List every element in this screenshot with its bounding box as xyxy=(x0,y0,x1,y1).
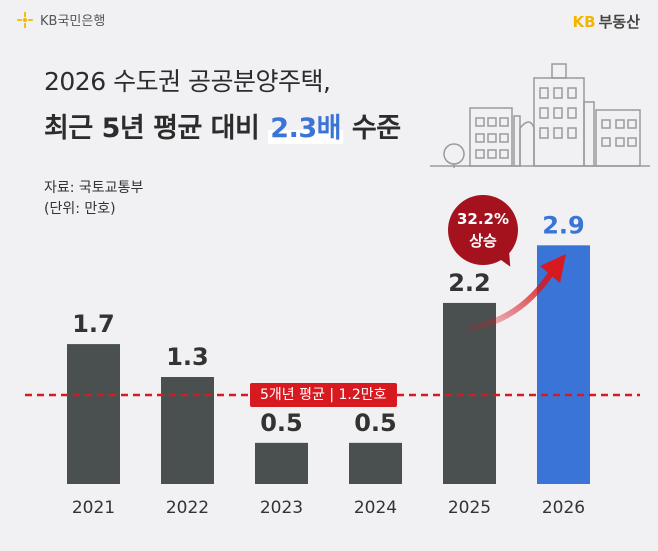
title-line2: 최근 5년 평균 대비 2.3배 수준 xyxy=(44,106,401,145)
kb-realestate-logo: KB 부동산 xyxy=(573,11,640,32)
category-label-2021: 2021 xyxy=(72,498,115,518)
growth-arrow xyxy=(467,269,555,331)
value-label-2026: 2.9 xyxy=(542,211,585,239)
title-highlight: 2.3배 xyxy=(268,113,343,144)
bar-2024 xyxy=(349,442,402,484)
category-label-2022: 2022 xyxy=(166,498,209,518)
kb-star-icon xyxy=(16,11,34,28)
brand-kb: KB xyxy=(572,13,596,31)
category-label-2025: 2025 xyxy=(448,498,491,518)
bar-2021 xyxy=(67,344,120,484)
growth-percent: 32.2% xyxy=(456,210,510,228)
growth-arrow-head xyxy=(540,254,566,283)
value-label-2025: 2.2 xyxy=(448,269,491,297)
bar-2025 xyxy=(443,302,496,484)
average-label: 5개년 평균 | 1.2만호 xyxy=(250,383,397,407)
growth-callout: 32.2% 상승 xyxy=(448,195,518,265)
value-label-2022: 1.3 xyxy=(166,343,209,371)
category-label-2024: 2024 xyxy=(354,498,397,518)
category-label-2023: 2023 xyxy=(260,498,303,518)
value-label-2021: 1.7 xyxy=(72,310,115,338)
kb-bank-logo: KB국민은행 xyxy=(16,10,105,29)
source-note: 자료: 국토교통부 (단위: 만호) xyxy=(44,178,143,220)
title-line2-prefix: 최근 5년 평균 대비 xyxy=(44,113,269,144)
value-label-2024: 0.5 xyxy=(354,409,397,437)
bar-2023 xyxy=(255,442,308,484)
growth-text: 상승 xyxy=(469,232,497,250)
unit-line: (단위: 만호) xyxy=(44,201,116,217)
bar-2022 xyxy=(161,377,214,484)
value-label-2023: 0.5 xyxy=(260,409,303,437)
source-line: 자료: 국토교통부 xyxy=(44,180,144,196)
title-line1: 2026 수도권 공공분양주택, xyxy=(44,67,331,96)
city-skyline-illustration xyxy=(430,63,650,168)
title-line2-suffix: 수준 xyxy=(342,113,401,144)
category-label-2026: 2026 xyxy=(542,498,585,518)
bank-logo-text: KB국민은행 xyxy=(40,14,106,29)
brand-name: 부동산 xyxy=(598,13,640,31)
